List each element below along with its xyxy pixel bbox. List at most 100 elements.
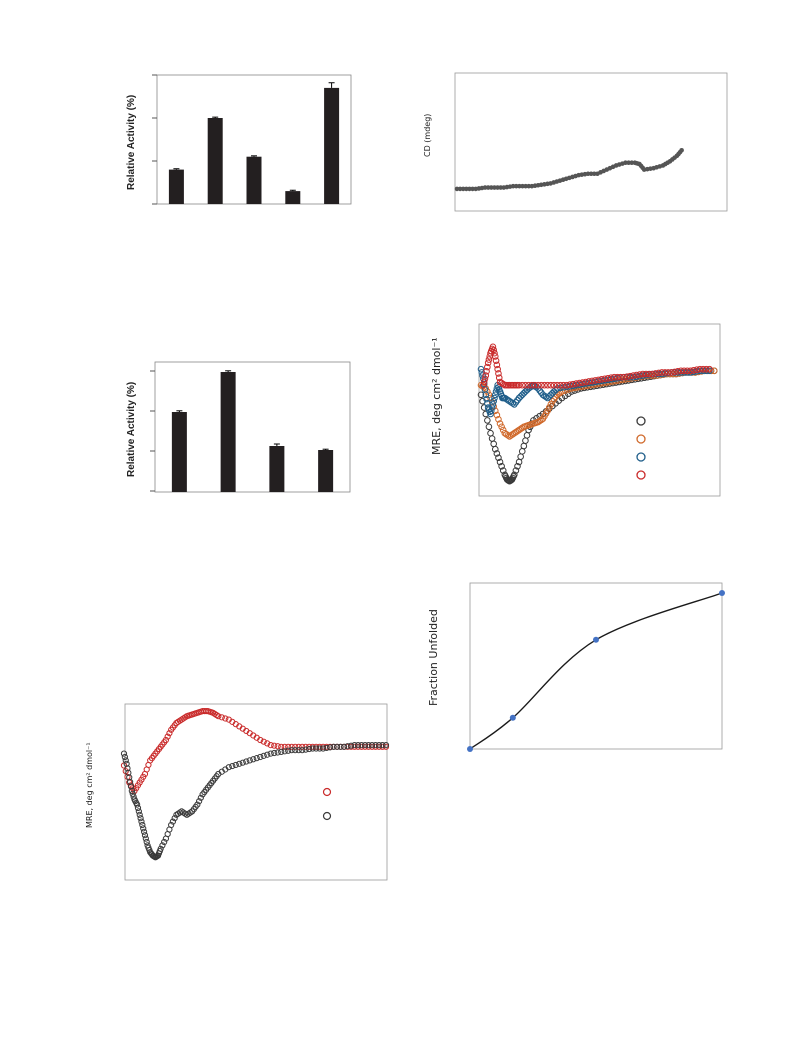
data-point: [372, 742, 379, 749]
data-point: [563, 381, 570, 389]
data-point: [121, 753, 128, 761]
data-point: [490, 397, 497, 405]
data-point: [316, 743, 323, 750]
data-point: [598, 376, 605, 383]
data-point: [706, 365, 713, 373]
data-point: [490, 346, 497, 354]
data-points: [467, 590, 725, 752]
data-point: [498, 423, 505, 431]
data-point: [129, 790, 136, 797]
fraction-unfolded-chart: Fraction Unfolded: [427, 582, 725, 752]
data-point: [320, 745, 327, 752]
data-point: [509, 714, 516, 721]
data-point: [323, 744, 330, 752]
data-point: [477, 365, 485, 373]
data-point: [340, 743, 348, 750]
legend-marker: [636, 434, 646, 444]
data-point: [166, 730, 173, 737]
data-point: [379, 742, 386, 749]
bar: [220, 372, 236, 492]
data-point: [553, 381, 561, 389]
data-point: [295, 743, 302, 750]
data-point: [489, 343, 497, 351]
data-point: [690, 366, 697, 374]
data-point: [488, 407, 495, 415]
data-point: [368, 743, 376, 750]
data-point: [292, 743, 299, 750]
data-point: [522, 381, 529, 389]
data-point: [528, 381, 536, 389]
data-point: [531, 381, 539, 389]
data-point: [267, 750, 274, 757]
data-point: [652, 370, 659, 377]
data-point: [671, 368, 678, 376]
data-point: [137, 815, 144, 822]
data-point: [636, 371, 643, 378]
data-point: [257, 753, 264, 761]
data-point: [493, 450, 501, 457]
data-point: [579, 379, 586, 386]
legend-marker: [636, 470, 646, 480]
y-axis-label: MRE, deg cm² dmol⁻¹: [430, 337, 443, 455]
data-point: [159, 842, 166, 849]
data-point: [483, 395, 490, 403]
data-point: [246, 757, 253, 764]
bar: [318, 450, 334, 492]
data-point: [136, 811, 143, 818]
data-point: [123, 760, 130, 767]
data-point: [522, 388, 529, 395]
data-point: [537, 416, 545, 424]
data-point: [655, 369, 663, 377]
data-point: [257, 736, 264, 744]
data-point: [494, 365, 501, 373]
data-point: [517, 393, 524, 400]
data-point: [171, 815, 178, 822]
data-point: [490, 440, 497, 448]
data-point: [379, 743, 386, 750]
data-point: [168, 821, 175, 829]
data-point: [664, 369, 672, 376]
data-point: [504, 432, 512, 439]
data-point: [550, 381, 558, 389]
data-point: [382, 743, 390, 750]
data-point: [302, 746, 309, 753]
data-point: [668, 369, 675, 376]
data-point: [126, 774, 133, 781]
data-point: [593, 636, 599, 643]
data-point: [243, 758, 250, 765]
plot-frame: [454, 72, 728, 212]
bar-chart-middle: Relative Activity (%): [126, 361, 351, 493]
data-point: [128, 787, 135, 795]
data-point: [588, 377, 596, 385]
data-point: [320, 743, 327, 750]
data-point: [306, 745, 313, 753]
legend: [322, 787, 332, 821]
data-point: [260, 752, 267, 759]
data-point: [124, 765, 131, 772]
data-point: [292, 747, 299, 754]
data-point: [626, 372, 634, 380]
data-point: [271, 749, 278, 757]
data-point: [135, 808, 142, 815]
data-point: [495, 416, 502, 423]
data-point: [499, 467, 507, 474]
data-point: [541, 381, 548, 389]
data-point: [215, 713, 222, 720]
data-point: [520, 389, 528, 397]
data-point: [281, 743, 288, 750]
data-point: [351, 743, 358, 750]
data-point: [537, 381, 545, 389]
data-point: [361, 743, 369, 750]
data-point: [509, 400, 517, 407]
bar: [246, 156, 262, 204]
legend-marker: [322, 787, 332, 797]
data-point: [480, 381, 487, 389]
data-point: [585, 378, 593, 385]
y-axis-label: MRE, deg cm² dmol⁻¹: [85, 742, 94, 828]
data-point: [534, 381, 542, 389]
data-point: [250, 756, 257, 763]
fit-curve: [469, 592, 723, 750]
data-point: [225, 764, 232, 771]
data-point: [344, 743, 351, 750]
data-point: [330, 743, 337, 750]
